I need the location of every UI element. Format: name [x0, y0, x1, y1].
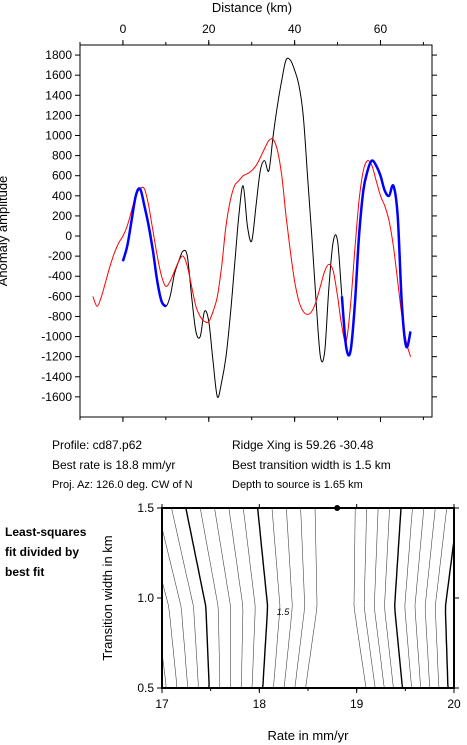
info-best-width: Best transition width is 1.5 km — [232, 458, 391, 472]
ytick-label: 0 — [65, 229, 72, 243]
bottom-xlabel: Rate in mm/yr — [268, 728, 350, 743]
info-best-rate: Best rate is 18.8 mm/yr — [52, 458, 176, 472]
contour-xtick-label: 18 — [253, 697, 267, 711]
contour-xtick-label: 20 — [447, 697, 461, 711]
fit-window-line — [340, 159, 412, 357]
info-ridge-xing: Ridge Xing is 59.26 -30.48 — [232, 438, 374, 452]
ytick-label: -1000 — [41, 330, 72, 344]
model-anomaly-line-group — [92, 138, 411, 357]
top-xtick-label: 40 — [288, 22, 302, 36]
contour-xtick-label: 19 — [350, 697, 364, 711]
contour-line — [228, 508, 425, 688]
observed-anomaly-line — [122, 57, 411, 398]
observed-anomaly-line-group — [122, 57, 411, 398]
ytick-label: -600 — [48, 289, 72, 303]
contour-line — [111, 497, 467, 699]
contour-line — [305, 508, 367, 688]
contour-line — [283, 508, 385, 688]
ytick-label: -1200 — [41, 350, 72, 364]
contour-line — [162, 526, 188, 688]
top-xlabel: Distance (km) — [212, 0, 292, 15]
fit-window-line — [121, 187, 167, 308]
info-depth: Depth to source is 1.65 km — [232, 479, 363, 491]
info-profile: Profile: cd87.p62 — [52, 438, 143, 452]
fit-window-line-group — [121, 159, 412, 357]
contour-line — [271, 508, 394, 688]
anomaly-profile-chart: 0 20 40 60 1800 1600 1400 1200 1000 800 600 400 200 0… — [0, 0, 437, 422]
contour-line — [214, 508, 436, 688]
ytick-label: 600 — [52, 169, 72, 183]
bottom-axis-ticks: 17 18 19 20 1.5 1.0 0.5 — [137, 501, 461, 711]
contour-line — [38, 497, 467, 699]
top-xtick-label: 20 — [202, 22, 216, 36]
top-xtick-label: 0 — [120, 22, 127, 36]
ytick-label: -1400 — [41, 370, 72, 384]
contour-line — [256, 508, 404, 688]
side-label-line-3: best fit — [5, 565, 45, 579]
info-proj-az: Proj. Az: 126.0 deg. CW of N — [52, 479, 193, 491]
contour-ytick-label: 1.0 — [137, 591, 154, 605]
side-label: Least-squares fit divided by best fit — [5, 522, 86, 582]
ytick-label: -1600 — [41, 390, 72, 404]
ytick-label: -400 — [48, 269, 72, 283]
top-plot-frame — [79, 44, 433, 418]
ytick-label: -800 — [48, 309, 72, 323]
top-axis-ticks: 0 20 40 60 1800 1600 1400 1200 1000 800 600 400 200 0… — [41, 22, 437, 422]
ytick-label: 800 — [52, 149, 72, 163]
ytick-label: 400 — [52, 189, 72, 203]
bottom-plot-frame — [161, 507, 455, 689]
contour-xtick-label: 17 — [155, 697, 169, 711]
contour-line — [185, 508, 454, 688]
model-anomaly-line — [92, 138, 411, 357]
ytick-label: 200 — [52, 209, 72, 223]
ytick-label: 1400 — [45, 88, 72, 102]
top-ylabel: Anomaly amplitude — [0, 176, 10, 287]
ytick-label: 1000 — [45, 128, 72, 142]
ytick-label: 1600 — [45, 68, 72, 82]
contour-line — [53, 497, 467, 699]
contour-line — [82, 497, 467, 699]
side-label-line-1: Least-squares — [5, 525, 87, 539]
contour-line — [171, 508, 199, 688]
contour-line — [294, 508, 376, 688]
contour-ytick-label: 0.5 — [137, 681, 154, 695]
bottom-ylabel: Transition width in km — [100, 535, 115, 660]
top-series-group — [92, 57, 412, 398]
best-fit-marker — [334, 505, 341, 511]
contour-line — [23, 497, 467, 699]
contour-ytick-label: 1.5 — [137, 501, 154, 515]
contour-line — [199, 508, 448, 688]
top-xtick-label: 60 — [374, 22, 388, 36]
side-label-line-2: fit divided by — [5, 545, 80, 559]
contour-label: 1.5 — [277, 607, 291, 617]
contour-line — [96, 497, 467, 699]
contour-line — [67, 497, 467, 699]
contour-line — [162, 649, 167, 688]
ytick-label: -200 — [48, 249, 72, 263]
contour-line — [162, 579, 178, 688]
ytick-label: 1800 — [45, 48, 72, 62]
contour-line — [242, 508, 413, 688]
ytick-label: 1200 — [45, 108, 72, 122]
